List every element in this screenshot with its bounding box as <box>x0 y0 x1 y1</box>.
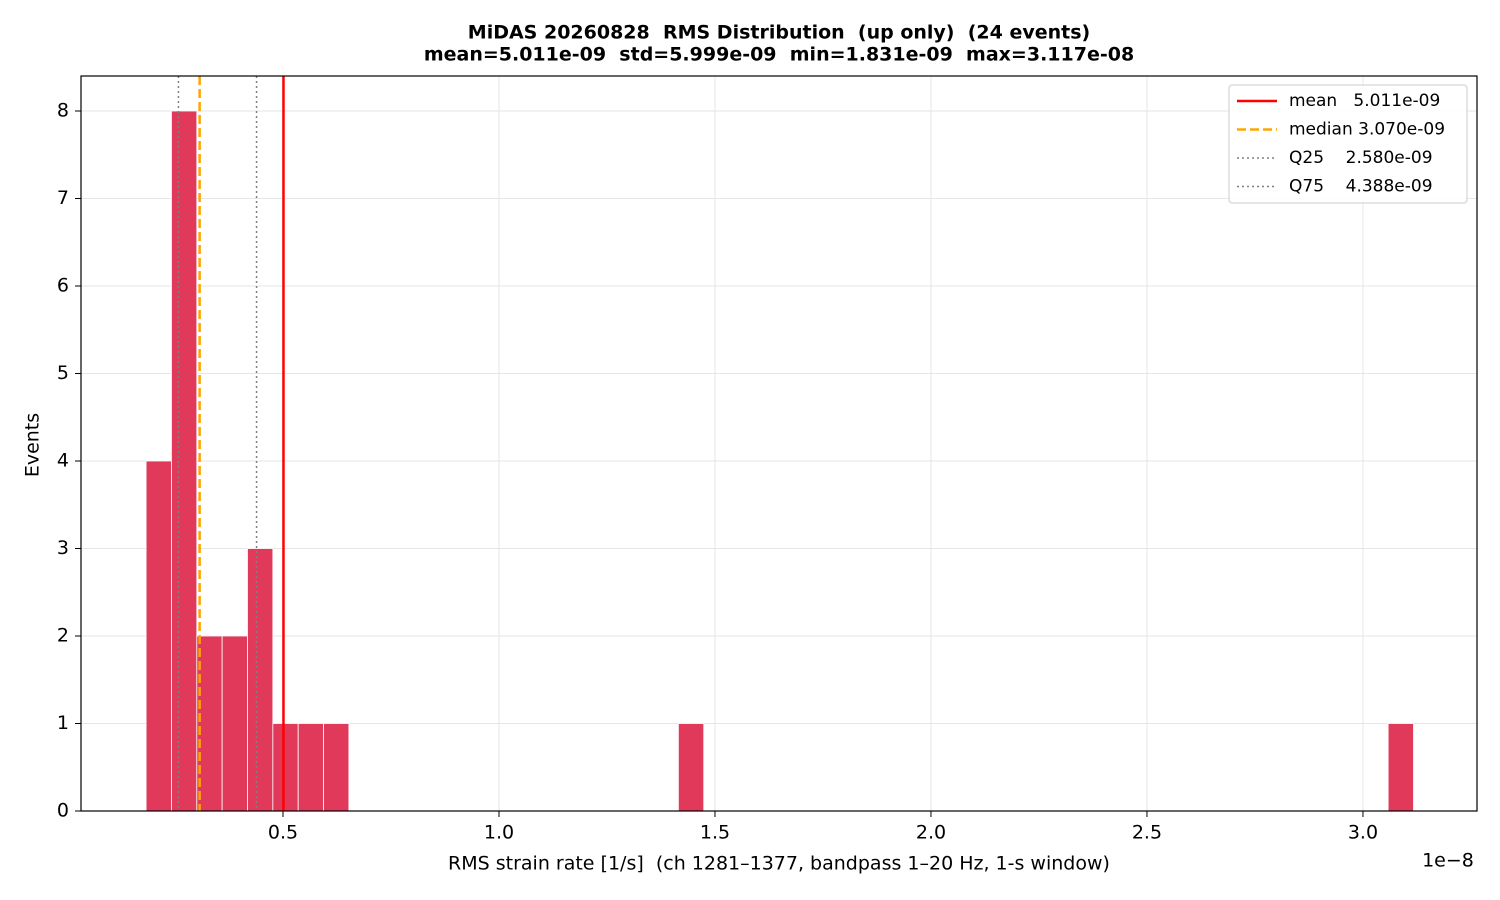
x-tick-label: 2.0 <box>916 822 946 844</box>
legend-label: median 3.070e-09 <box>1289 120 1445 140</box>
legend-label: Q75 4.388e-09 <box>1289 177 1433 197</box>
bar <box>171 110 198 812</box>
bar <box>677 723 705 812</box>
y-tick-label: 5 <box>57 362 69 384</box>
chart-subtitle: mean=5.011e-09 std=5.999e-09 min=1.831e-… <box>424 44 1134 66</box>
y-tick-label: 8 <box>57 100 69 122</box>
x-tick-label: 1.5 <box>700 822 730 844</box>
bar <box>1387 723 1414 812</box>
legend-box <box>1228 84 1468 204</box>
y-tick-label: 4 <box>57 450 69 472</box>
y-tick-label: 7 <box>57 187 69 209</box>
y-tick-label: 3 <box>57 537 69 559</box>
y-tick-label: 0 <box>57 800 69 822</box>
bar <box>297 723 324 812</box>
bar <box>272 723 299 812</box>
bar <box>323 723 350 812</box>
x-offset-label: 1e−8 <box>1422 850 1474 872</box>
x-tick-label: 0.5 <box>268 822 298 844</box>
bar <box>247 548 274 812</box>
x-tick-label: 1.0 <box>484 822 514 844</box>
x-tick-label: 2.5 <box>1132 822 1162 844</box>
chart-title: MiDAS 20260828 RMS Distribution (up only… <box>468 22 1090 44</box>
bar <box>145 460 172 812</box>
y-tick-label: 6 <box>57 275 69 297</box>
plot-frame <box>80 75 1478 812</box>
legend-label: Q25 2.580e-09 <box>1289 148 1433 168</box>
x-axis-label: RMS strain rate [1/s] (ch 1281–1377, ban… <box>448 853 1110 875</box>
y-tick-label: 2 <box>57 625 69 647</box>
y-tick-label: 1 <box>57 712 69 734</box>
y-axis-label: Events <box>22 413 44 477</box>
legend-label: mean 5.011e-09 <box>1289 91 1440 111</box>
x-tick-label: 3.0 <box>1348 822 1378 844</box>
bar <box>221 635 248 812</box>
